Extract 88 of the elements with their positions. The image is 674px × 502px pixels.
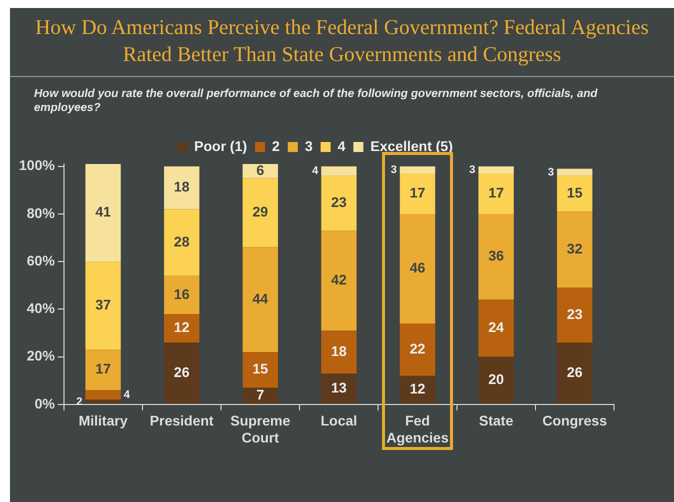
legend-label: 4 (338, 138, 346, 154)
bar (164, 166, 200, 210)
data-label: 3 (390, 164, 397, 176)
bar (557, 212, 592, 288)
data-label: 7 (256, 386, 264, 403)
bar (321, 330, 357, 374)
data-label: 17 (410, 184, 426, 201)
data-label: 12 (410, 380, 426, 397)
y-tick-label: 0% (34, 395, 56, 412)
bar (557, 342, 592, 404)
data-label: 22 (410, 340, 426, 357)
data-label: 23 (566, 306, 583, 322)
data-label: 32 (566, 240, 583, 257)
bar (85, 262, 121, 350)
bar (242, 178, 278, 248)
bar (321, 166, 357, 176)
bar (164, 314, 200, 343)
bar (85, 164, 121, 262)
x-tick-label: Congress (542, 412, 608, 429)
data-label: 6 (256, 162, 264, 178)
bar (164, 276, 200, 314)
bar (400, 174, 436, 214)
x-tick-label: Fed Agencies (386, 412, 449, 446)
data-label: 17 (95, 360, 112, 377)
data-label: 18 (331, 342, 347, 359)
data-label: 24 (488, 319, 504, 336)
legend-label: Poor (1) (194, 138, 248, 154)
data-label: 42 (331, 271, 347, 288)
bar (400, 214, 436, 324)
y-tick-label: 60% (26, 252, 56, 268)
bar (85, 390, 121, 400)
bar (321, 176, 357, 231)
data-label: 20 (488, 371, 504, 388)
bar (321, 230, 357, 331)
bar (400, 166, 436, 174)
data-label: 44 (252, 290, 268, 307)
data-label: 28 (174, 233, 190, 250)
chart-subtitle: How would you rate the overall performance of each of the following government sectors, officials, and employees? (33, 87, 598, 115)
bar (164, 209, 200, 276)
x-tick-label: State (478, 412, 514, 429)
x-tick-label: Local (320, 412, 358, 429)
data-label: 29 (252, 204, 268, 220)
bar (478, 174, 514, 214)
bar (164, 342, 200, 404)
chart-title: How Do Americans Perceive the Federal Government? Federal Agencies Rated Better Than State Governments and Congress (10, 8, 674, 77)
data-label: 15 (566, 184, 583, 201)
bar (557, 168, 592, 176)
bar (242, 352, 278, 388)
data-label: 26 (174, 364, 190, 380)
bar (400, 376, 436, 404)
data-label: 3 (548, 166, 554, 178)
y-tick-label: 100% (18, 157, 56, 174)
bar (242, 388, 278, 404)
bar (478, 356, 514, 404)
legend-label: 3 (304, 138, 313, 154)
data-label: 36 (488, 248, 504, 264)
data-label: 26 (566, 364, 583, 380)
data-label: 15 (252, 360, 268, 377)
data-label: 17 (488, 184, 504, 201)
data-label: 23 (331, 194, 347, 210)
bar (557, 176, 592, 212)
data-label: 46 (410, 260, 426, 276)
data-label: 13 (331, 380, 347, 396)
legend-label: 2 (272, 138, 280, 154)
data-label: 18 (174, 178, 190, 195)
y-tick-label: 80% (26, 204, 56, 221)
x-tick-label: President (150, 412, 214, 429)
x-tick-label: Military (78, 412, 128, 429)
bar (242, 164, 278, 178)
bar (85, 400, 121, 404)
data-label: 3 (469, 164, 476, 176)
bar (85, 350, 121, 390)
bar (321, 373, 357, 404)
data-label: 12 (174, 319, 190, 336)
bar (478, 214, 514, 300)
bar (478, 300, 514, 357)
bar (478, 166, 514, 174)
data-label: 4 (312, 165, 320, 178)
y-tick-label: 20% (26, 348, 56, 364)
y-tick-label: 40% (26, 300, 56, 316)
bar (400, 323, 436, 376)
data-label: 16 (174, 286, 190, 302)
bar (557, 288, 592, 343)
x-tick-label: Supreme Court (230, 412, 290, 446)
data-label: 41 (95, 204, 112, 220)
data-label: 37 (95, 296, 112, 312)
bar (242, 247, 278, 352)
data-label: 4 (124, 388, 131, 401)
